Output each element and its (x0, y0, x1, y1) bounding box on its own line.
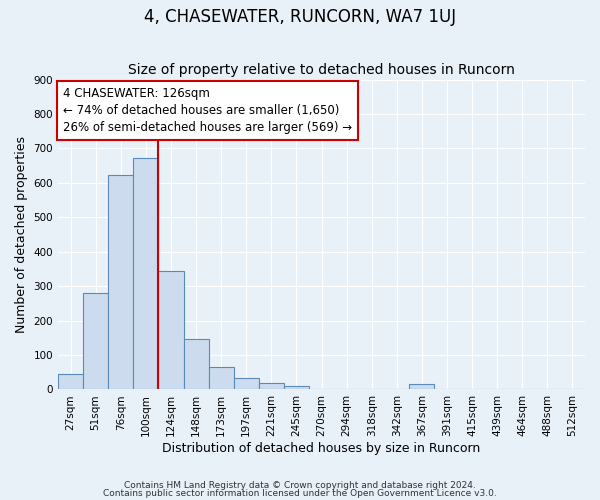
X-axis label: Distribution of detached houses by size in Runcorn: Distribution of detached houses by size … (163, 442, 481, 455)
Bar (158, 270, 184, 390)
Bar (284, 386, 309, 390)
Bar (233, 378, 259, 390)
Title: Size of property relative to detached houses in Runcorn: Size of property relative to detached ho… (128, 63, 515, 77)
Bar (184, 339, 209, 390)
Text: Contains HM Land Registry data © Crown copyright and database right 2024.: Contains HM Land Registry data © Crown c… (124, 481, 476, 490)
Bar (259, 384, 284, 390)
Bar (83, 293, 108, 390)
Text: Contains public sector information licensed under the Open Government Licence v3: Contains public sector information licen… (103, 488, 497, 498)
Bar (133, 158, 158, 390)
Text: 4 CHASEWATER: 126sqm
← 74% of detached houses are smaller (1,650)
26% of semi-de: 4 CHASEWATER: 126sqm ← 74% of detached h… (64, 88, 352, 134)
Bar (209, 367, 233, 390)
Y-axis label: Number of detached properties: Number of detached properties (15, 136, 28, 333)
Bar (108, 176, 133, 390)
Bar (409, 384, 434, 390)
Text: 4, CHASEWATER, RUNCORN, WA7 1UJ: 4, CHASEWATER, RUNCORN, WA7 1UJ (144, 8, 456, 26)
Bar (58, 374, 83, 390)
